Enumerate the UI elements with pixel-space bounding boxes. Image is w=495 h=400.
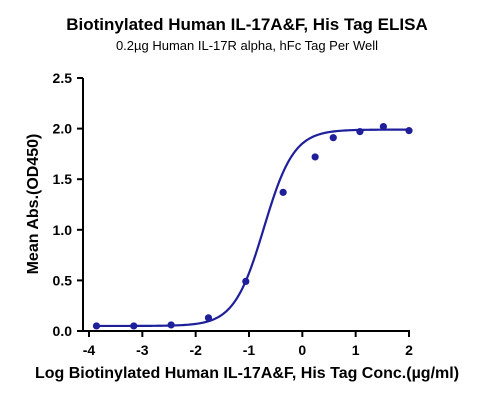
- data-point: [405, 127, 413, 135]
- y-axis-label: Mean Abs.(OD450): [25, 134, 42, 275]
- x-axis-label: Log Biotinylated Human IL-17A&F, His Tag…: [35, 365, 459, 382]
- x-tick-label: -2: [189, 342, 202, 358]
- y-tick-label: 0.5: [53, 272, 73, 288]
- x-tick-label: 1: [352, 342, 360, 358]
- chart-subtitle: 0.2µg Human IL-17R alpha, hFc Tag Per We…: [116, 38, 378, 53]
- fit-curve-layer: [96, 128, 410, 328]
- x-tick-label: 2: [405, 342, 413, 358]
- data-point: [167, 321, 175, 329]
- data-points-layer: [92, 122, 413, 330]
- x-tick-label: 0: [298, 342, 306, 358]
- data-point: [379, 122, 387, 131]
- fit-curve: [96, 128, 410, 328]
- y-tick-label: 1.0: [53, 222, 73, 238]
- data-point: [329, 134, 337, 142]
- data-point: [204, 314, 213, 322]
- chart-title: Biotinylated Human IL-17A&F, His Tag ELI…: [66, 15, 427, 34]
- data-point: [311, 153, 319, 161]
- y-ticks-layer: 0.0 0.5 1.0 1.5 2.0 2.5: [53, 70, 83, 339]
- x-tick-label: -3: [136, 342, 149, 358]
- y-tick-label: 2.5: [53, 70, 73, 86]
- x-ticks-layer: -4 -3 -2 -1 0 1 2: [83, 331, 413, 358]
- y-tick-label: 0.0: [53, 323, 73, 339]
- y-tick-label: 2.0: [53, 121, 73, 137]
- data-point: [242, 277, 250, 286]
- data-point: [130, 322, 138, 330]
- data-point: [356, 128, 364, 136]
- x-tick-label: -1: [243, 342, 256, 358]
- data-point: [279, 188, 287, 196]
- y-tick-label: 1.5: [53, 171, 73, 187]
- x-tick-label: -4: [83, 342, 96, 358]
- data-point: [92, 322, 101, 330]
